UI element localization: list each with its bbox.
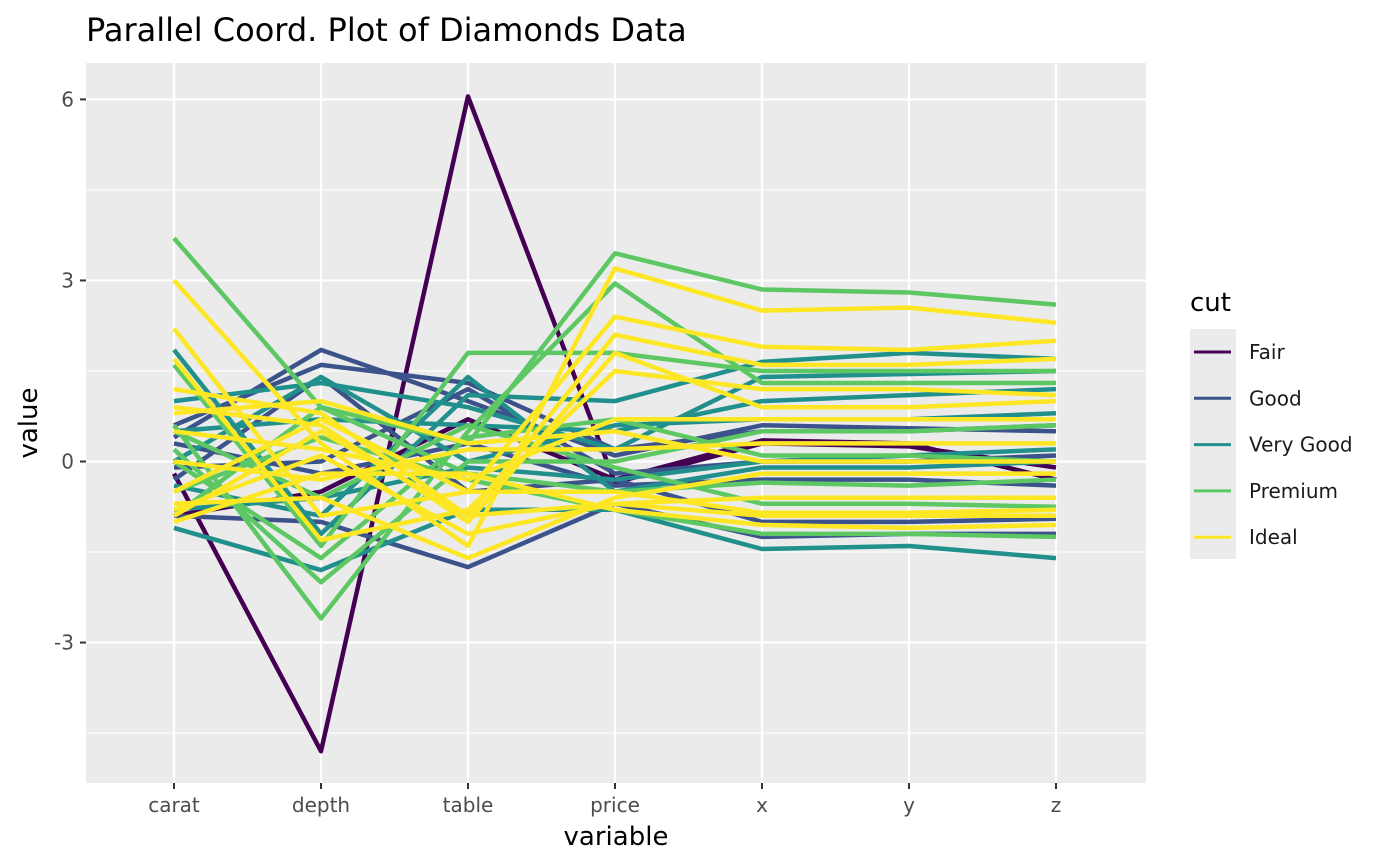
- series-lines: [172, 94, 1057, 754]
- legend-label: Ideal: [1249, 525, 1298, 549]
- legend-label: Premium: [1249, 479, 1338, 503]
- y-axis-ticks: -3 0 3 6: [54, 87, 86, 655]
- series-line-ideal: [173, 471, 1056, 561]
- legend-title: cut: [1190, 288, 1231, 318]
- series-line-ideal: [173, 453, 1056, 537]
- legend-label: Fair: [1249, 340, 1285, 364]
- series-line-ideal: [173, 398, 1056, 464]
- x-tick-label: x: [756, 793, 768, 817]
- series-line-fair: [172, 94, 1057, 754]
- x-tick-label: depth: [292, 793, 350, 817]
- legend-label: Very Good: [1249, 433, 1353, 457]
- legend-label: Good: [1249, 386, 1302, 410]
- y-axis-title: value: [14, 387, 44, 458]
- series-line-ideal: [172, 266, 1057, 549]
- x-tick-label: y: [903, 793, 915, 817]
- x-axis-ticks: carat depth table price x y z: [148, 783, 1061, 817]
- y-tick-label: 0: [61, 450, 74, 474]
- series-line-ideal: [173, 471, 1057, 531]
- x-axis-title: variable: [564, 822, 669, 852]
- y-tick-label: -3: [54, 631, 74, 655]
- y-tick-label: 6: [61, 87, 74, 111]
- chart-title: Parallel Coord. Plot of Diamonds Data: [86, 11, 687, 49]
- series-line-ideal: [173, 441, 1056, 482]
- series-line-ideal: [172, 314, 1057, 519]
- series-line-very-good: [172, 348, 1057, 537]
- series-line-ideal: [173, 332, 1057, 519]
- series-line-premium: [172, 423, 1057, 585]
- series-line-ideal: [173, 350, 1057, 525]
- legend: cut Fair Good Very Good Premium Ideal: [1190, 288, 1353, 559]
- x-tick-label: table: [443, 793, 494, 817]
- series-line-good: [172, 347, 1057, 458]
- series-line-premium: [172, 281, 1056, 621]
- legend-items: Fair Good Very Good Premium Ideal: [1194, 340, 1353, 549]
- x-tick-label: z: [1051, 793, 1062, 817]
- x-tick-label: carat: [148, 793, 200, 817]
- series-line-ideal: [173, 417, 1057, 516]
- series-line-ideal: [173, 417, 1056, 482]
- x-tick-label: price: [590, 793, 640, 817]
- y-tick-label: 3: [61, 268, 74, 292]
- grid-major: [86, 63, 1146, 783]
- series-line-ideal: [172, 357, 1057, 543]
